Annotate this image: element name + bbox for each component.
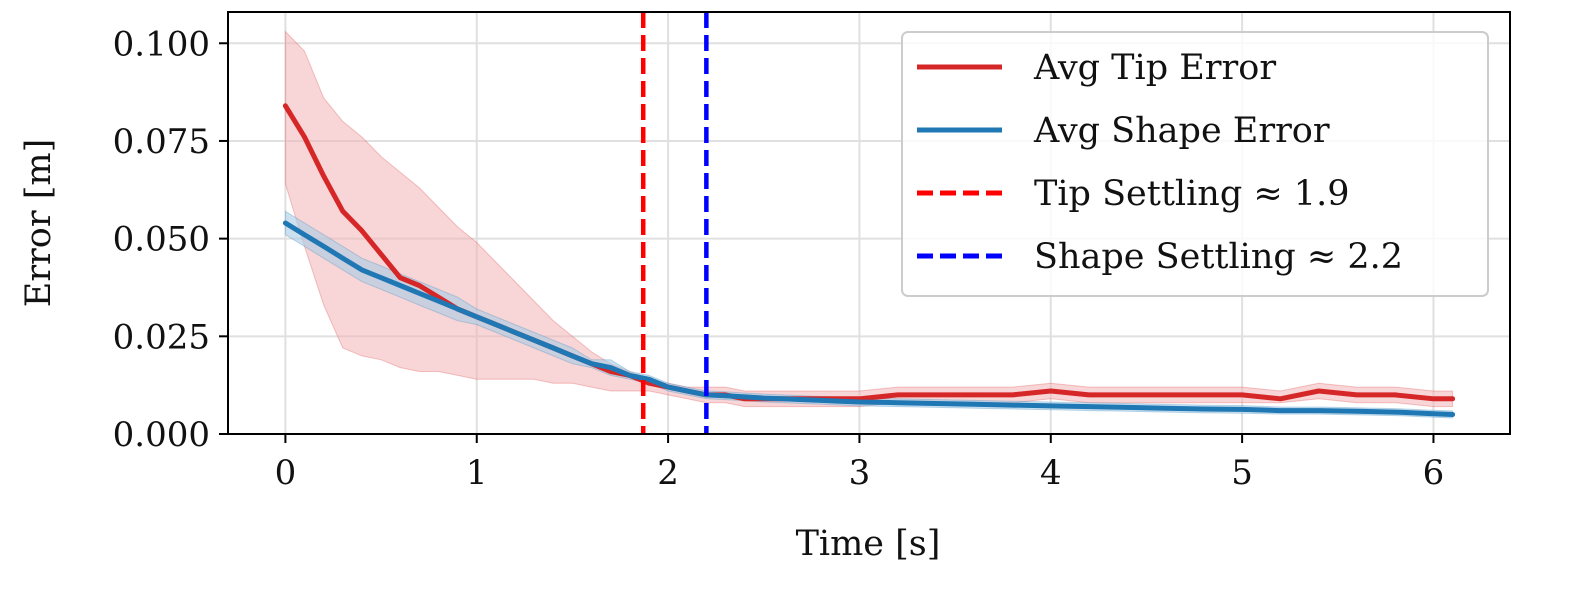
plot-frame	[227, 11, 1511, 435]
x-tick-label: 5	[1231, 453, 1253, 493]
x-tick-label: 1	[466, 453, 488, 493]
confidence-bands	[284, 30, 1454, 419]
legend-label: Tip Settling ≈ 1.9	[1034, 174, 1349, 214]
tip-error-band	[284, 30, 1454, 408]
settling-lines	[640, 12, 709, 434]
shape-error-band	[284, 210, 1454, 419]
x-tick-label: 4	[1040, 453, 1062, 493]
y-tick-label: 0.100	[113, 24, 210, 64]
y-tick-label: 0.000	[113, 415, 210, 455]
x-axis-title: Time [s]	[796, 524, 941, 564]
x-tick-label: 0	[275, 453, 297, 493]
legend-label: Avg Tip Error	[1033, 48, 1276, 88]
axis-ticks: 0 1 2 3 4 5 6 0.000 0.025 0.050 0.075 0.100	[113, 24, 1445, 493]
series-lines	[282, 103, 1456, 417]
x-tick-label: 6	[1423, 453, 1445, 493]
x-tick-label: 2	[657, 453, 679, 493]
legend-label: Shape Settling ≈ 2.2	[1034, 237, 1403, 277]
legend-box	[901, 31, 1489, 297]
legend: Avg Tip Error Avg Shape Error Tip Settling…	[901, 31, 1489, 297]
y-tick-label: 0.075	[113, 122, 210, 162]
shape-error-line	[282, 220, 1456, 417]
x-tick-label: 3	[849, 453, 871, 493]
y-tick-label: 0.050	[113, 220, 210, 260]
y-tick-label: 0.025	[113, 317, 210, 357]
y-axis-title: Error [m]	[19, 139, 59, 307]
legend-label: Avg Shape Error	[1033, 111, 1330, 151]
